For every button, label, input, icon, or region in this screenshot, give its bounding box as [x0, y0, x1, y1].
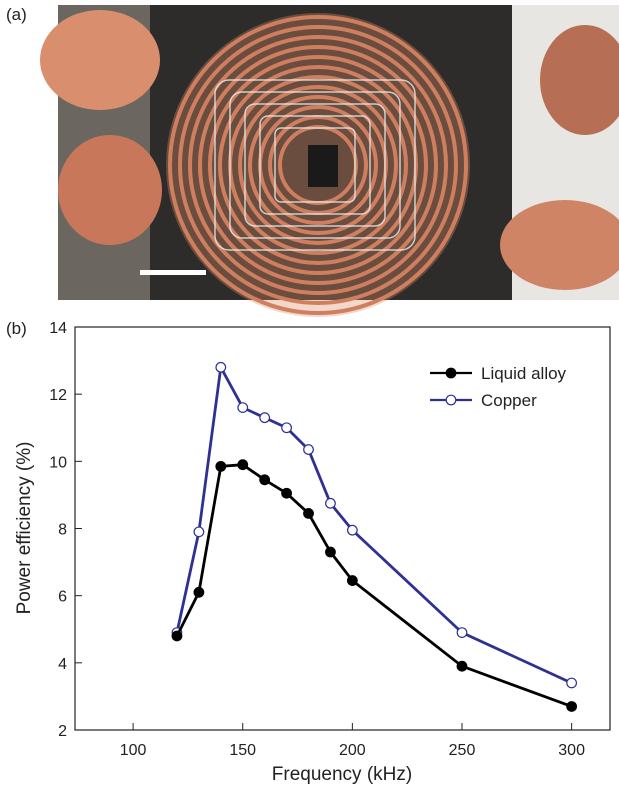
y-tick-label: 6 — [58, 589, 67, 606]
data-point — [348, 576, 358, 586]
x-tick-label: 300 — [558, 742, 585, 759]
scale-bar — [140, 270, 206, 275]
data-point — [348, 525, 358, 535]
legend-label: Copper — [481, 391, 537, 410]
x-tick-label: 100 — [120, 742, 147, 759]
chip — [308, 145, 338, 187]
data-point — [194, 588, 204, 598]
finger — [58, 135, 162, 245]
plot-frame — [75, 327, 610, 730]
panel-label: (a) — [6, 5, 27, 24]
series-line — [177, 465, 572, 707]
x-tick-label: 150 — [229, 742, 256, 759]
data-point — [216, 363, 226, 373]
y-tick-label: 14 — [49, 320, 67, 337]
data-point — [194, 527, 204, 537]
figure: (a) (b) Frequency (kHz) Power efficiency… — [0, 0, 619, 791]
y-tick-label: 8 — [58, 522, 67, 539]
data-point — [216, 462, 226, 472]
y-tick-label: 12 — [49, 387, 67, 404]
legend-marker — [446, 395, 456, 405]
data-point — [238, 460, 248, 470]
x-tick-label: 200 — [339, 742, 366, 759]
data-point — [172, 631, 182, 641]
data-point — [567, 702, 577, 712]
legend-marker — [446, 368, 456, 378]
data-point — [282, 488, 292, 498]
x-axis-label: Frequency (kHz) — [272, 764, 412, 785]
data-point — [457, 628, 467, 638]
data-point — [304, 509, 314, 519]
data-point — [238, 403, 248, 413]
panel-label: (b) — [6, 319, 27, 338]
data-point — [304, 445, 314, 455]
y-tick-label: 2 — [58, 723, 67, 740]
finger — [40, 10, 160, 110]
data-point — [326, 547, 336, 557]
data-point — [326, 499, 336, 509]
y-axis-label: Power efficiency (%) — [14, 442, 35, 615]
data-point — [567, 678, 577, 688]
photo — [40, 5, 619, 317]
legend-label: Liquid alloy — [481, 364, 567, 383]
series-line — [177, 367, 572, 683]
data-point — [457, 661, 467, 671]
data-point — [282, 423, 292, 433]
data-point — [260, 475, 270, 485]
y-tick-label: 4 — [58, 656, 67, 673]
x-tick-label: 250 — [449, 742, 476, 759]
y-tick-label: 10 — [49, 454, 67, 471]
data-point — [260, 413, 270, 423]
